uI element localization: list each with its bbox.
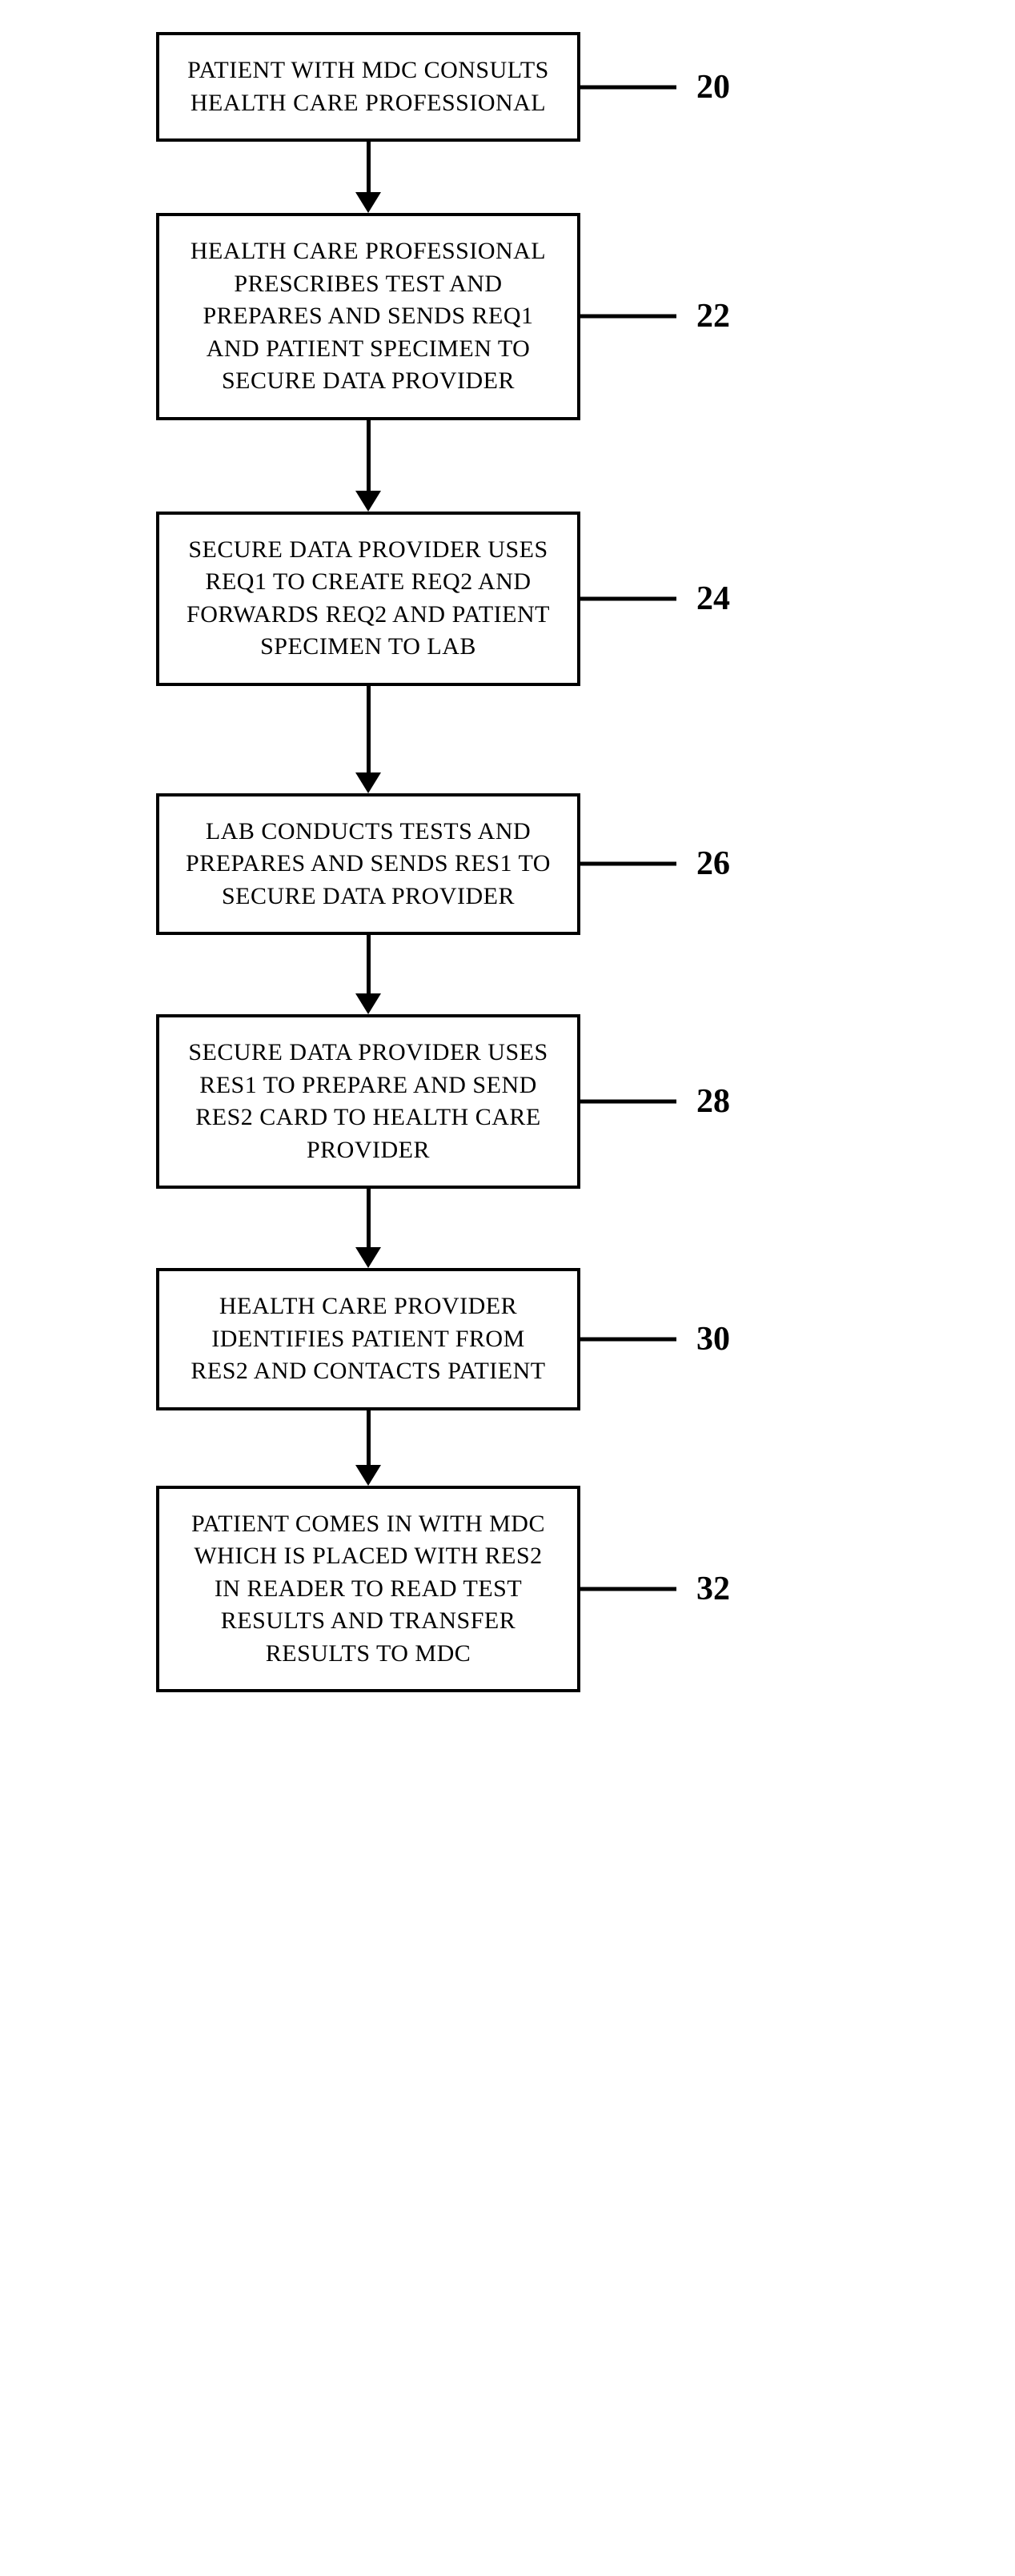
flow-label-20: 20 bbox=[696, 68, 730, 106]
flow-label-30: 30 bbox=[696, 1320, 730, 1358]
flow-label-24: 24 bbox=[696, 580, 730, 618]
flow-row-2: SECURE DATA PROVIDER USES REQ1 TO CREATE… bbox=[0, 512, 1015, 686]
label-connector-26 bbox=[580, 862, 676, 866]
arrow-down-icon bbox=[355, 993, 381, 1014]
flow-node-32: PATIENT COMES IN WITH MDC WHICH IS PLACE… bbox=[156, 1486, 580, 1693]
arrow-line bbox=[367, 142, 371, 193]
flowchart-container: PATIENT WITH MDC CONSULTS HEALTH CARE PR… bbox=[0, 32, 1015, 1692]
flow-arrow-3 bbox=[0, 935, 1015, 1014]
flow-node-28: SECURE DATA PROVIDER USES RES1 TO PREPAR… bbox=[156, 1014, 580, 1189]
flow-row-1: HEALTH CARE PROFESSIONAL PRESCRIBES TEST… bbox=[0, 213, 1015, 420]
flow-arrow-2 bbox=[0, 686, 1015, 793]
flow-node-20: PATIENT WITH MDC CONSULTS HEALTH CARE PR… bbox=[156, 32, 580, 142]
flow-row-0: PATIENT WITH MDC CONSULTS HEALTH CARE PR… bbox=[0, 32, 1015, 142]
arrow-down-icon bbox=[355, 1465, 381, 1486]
flow-label-22: 22 bbox=[696, 297, 730, 335]
arrow-down-icon bbox=[355, 1247, 381, 1268]
label-connector-32 bbox=[580, 1587, 676, 1591]
flow-arrow-0 bbox=[0, 142, 1015, 213]
flow-row-4: SECURE DATA PROVIDER USES RES1 TO PREPAR… bbox=[0, 1014, 1015, 1189]
flow-row-3: LAB CONDUCTS TESTS AND PREPARES AND SEND… bbox=[0, 793, 1015, 936]
flow-row-5: HEALTH CARE PROVIDER IDENTIFIES PATIENT … bbox=[0, 1268, 1015, 1410]
label-connector-22 bbox=[580, 315, 676, 319]
arrow-line bbox=[367, 420, 371, 492]
arrow-down-icon bbox=[355, 772, 381, 793]
flow-arrow-5 bbox=[0, 1410, 1015, 1486]
arrow-line bbox=[367, 1410, 371, 1466]
arrow-down-icon bbox=[355, 192, 381, 213]
label-connector-20 bbox=[580, 85, 676, 89]
flow-node-24: SECURE DATA PROVIDER USES REQ1 TO CREATE… bbox=[156, 512, 580, 686]
flow-label-32: 32 bbox=[696, 1570, 730, 1608]
flow-label-26: 26 bbox=[696, 845, 730, 883]
arrow-down-icon bbox=[355, 491, 381, 512]
arrow-line bbox=[367, 686, 371, 773]
arrow-line bbox=[367, 935, 371, 994]
flow-arrow-1 bbox=[0, 420, 1015, 512]
flow-node-22: HEALTH CARE PROFESSIONAL PRESCRIBES TEST… bbox=[156, 213, 580, 420]
arrow-line bbox=[367, 1189, 371, 1248]
label-connector-30 bbox=[580, 1337, 676, 1341]
label-connector-28 bbox=[580, 1100, 676, 1104]
flow-node-26: LAB CONDUCTS TESTS AND PREPARES AND SEND… bbox=[156, 793, 580, 936]
flow-arrow-4 bbox=[0, 1189, 1015, 1268]
flow-label-28: 28 bbox=[696, 1082, 730, 1121]
flow-row-6: PATIENT COMES IN WITH MDC WHICH IS PLACE… bbox=[0, 1486, 1015, 1693]
flow-node-30: HEALTH CARE PROVIDER IDENTIFIES PATIENT … bbox=[156, 1268, 580, 1410]
label-connector-24 bbox=[580, 596, 676, 600]
